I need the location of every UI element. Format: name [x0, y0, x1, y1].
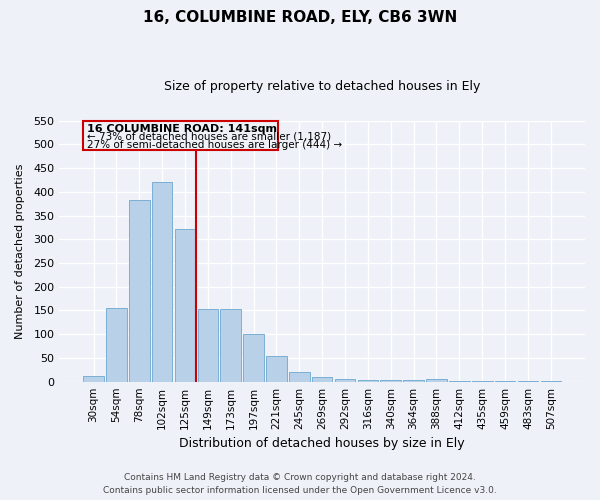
Bar [495, 380, 515, 382]
Bar [358, 380, 378, 382]
Bar [175, 229, 195, 382]
Bar [243, 334, 264, 382]
Text: 16, COLUMBINE ROAD, ELY, CB6 3WN: 16, COLUMBINE ROAD, ELY, CB6 3WN [143, 10, 457, 25]
Text: 16 COLUMBINE ROAD: 141sqm: 16 COLUMBINE ROAD: 141sqm [86, 124, 277, 134]
Bar [335, 380, 355, 382]
Bar [541, 380, 561, 382]
X-axis label: Distribution of detached houses by size in Ely: Distribution of detached houses by size … [179, 437, 465, 450]
Bar [106, 308, 127, 382]
Bar [449, 380, 470, 382]
Title: Size of property relative to detached houses in Ely: Size of property relative to detached ho… [164, 80, 481, 93]
Bar [266, 356, 287, 382]
Bar [426, 380, 447, 382]
Bar [289, 372, 310, 382]
Bar [83, 376, 104, 382]
Bar [152, 182, 172, 382]
Bar [129, 200, 149, 382]
Bar [220, 309, 241, 382]
FancyBboxPatch shape [83, 120, 278, 150]
Bar [197, 309, 218, 382]
Y-axis label: Number of detached properties: Number of detached properties [15, 164, 25, 339]
Text: ← 73% of detached houses are smaller (1,187): ← 73% of detached houses are smaller (1,… [86, 132, 331, 142]
Bar [380, 380, 401, 382]
Bar [472, 380, 493, 382]
Bar [312, 377, 332, 382]
Bar [403, 380, 424, 382]
Bar [518, 380, 538, 382]
Text: Contains HM Land Registry data © Crown copyright and database right 2024.
Contai: Contains HM Land Registry data © Crown c… [103, 474, 497, 495]
Text: 27% of semi-detached houses are larger (444) →: 27% of semi-detached houses are larger (… [86, 140, 342, 149]
